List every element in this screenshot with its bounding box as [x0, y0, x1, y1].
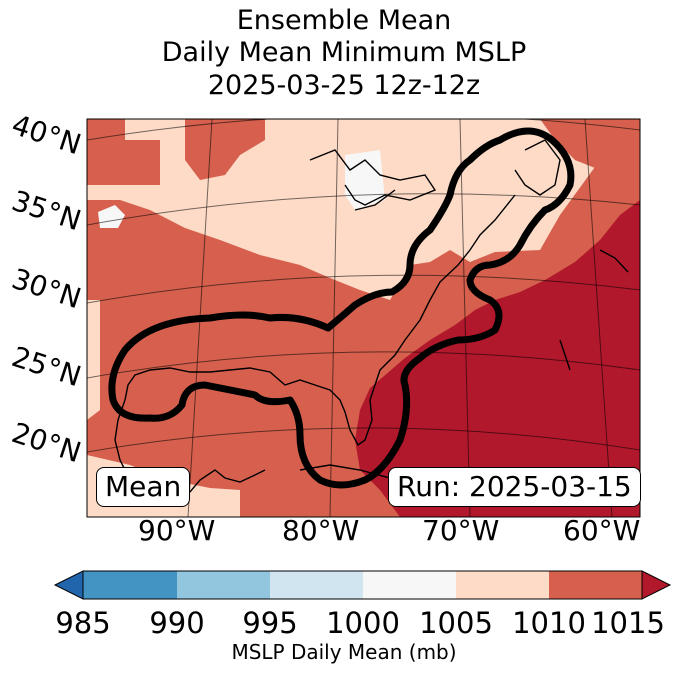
pressure-field-1005-west [87, 300, 100, 420]
title-line-3: 2025-03-25 12z-12z [207, 70, 481, 101]
mean-label-box: Mean [96, 467, 191, 507]
lon-label-60w: 60°W [563, 514, 641, 547]
pressure-field-1010-patch-c [540, 119, 640, 170]
colorbar-tick-1005: 1005 [419, 606, 493, 640]
colorbar-extend-low [53, 570, 84, 600]
pressure-field-1015 [355, 200, 640, 517]
colorbar-tick-995: 995 [242, 606, 298, 640]
colorbar-frame [82, 570, 643, 600]
lon-label-90w: 90°W [138, 514, 216, 547]
colorbar-tick-1010: 1010 [512, 606, 586, 640]
colorbar-tick-990: 990 [149, 606, 205, 640]
colorbar-bin-1005 [456, 571, 549, 599]
title-line-1: Ensemble Mean [236, 5, 452, 36]
run-label-box: Run: 2025-03-15 [388, 467, 641, 507]
map-frame [86, 118, 641, 518]
colorbar-extend-high [641, 570, 672, 600]
colorbar-bin-990 [177, 571, 270, 599]
title-line-2: Daily Mean Minimum MSLP [161, 37, 527, 68]
colorbar-bin-985 [83, 571, 177, 599]
colorbar-bin-1010 [549, 571, 642, 599]
mean-contour [108, 127, 575, 489]
lon-label-70w: 70°W [422, 514, 500, 547]
colorbar-tick-985: 985 [55, 606, 111, 640]
colorbar-tick-1000: 1000 [326, 606, 400, 640]
colorbar-bin-995 [270, 571, 363, 599]
colorbar-bin-1000 [363, 571, 456, 599]
colorbar-label: MSLP Daily Mean (mb) [231, 640, 457, 664]
pressure-field-1010-patch-a [87, 119, 160, 185]
pressure-field-1010-patch-b [185, 119, 265, 180]
lon-label-80w: 80°W [282, 514, 360, 547]
colorbar-tick-1015: 1015 [591, 606, 665, 640]
